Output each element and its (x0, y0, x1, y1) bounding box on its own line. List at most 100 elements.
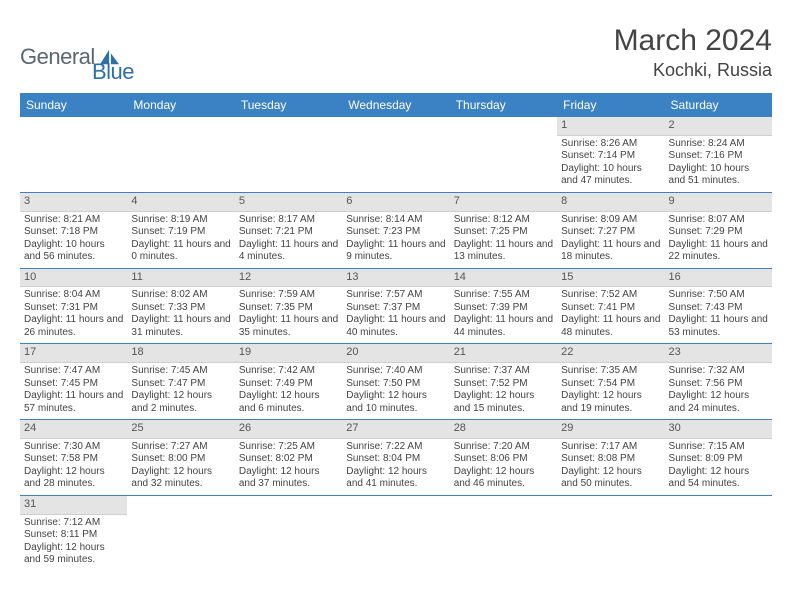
sunrise-line: Sunrise: 7:42 AM (239, 365, 338, 378)
sunset-line: Sunset: 7:58 PM (24, 453, 123, 466)
calendar-cell: 6Sunrise: 8:14 AMSunset: 7:23 PMDaylight… (342, 192, 449, 268)
sunset-line: Sunset: 7:52 PM (454, 378, 553, 391)
sunset-line: Sunset: 8:02 PM (239, 453, 338, 466)
day-number: 27 (342, 420, 449, 439)
daylight-line: Daylight: 12 hours and 2 minutes. (131, 390, 230, 415)
daylight-line: Daylight: 12 hours and 50 minutes. (561, 466, 660, 491)
daylight-line: Daylight: 11 hours and 0 minutes. (131, 239, 230, 264)
daylight-line: Daylight: 12 hours and 46 minutes. (454, 466, 553, 491)
sunrise-line: Sunrise: 7:55 AM (454, 289, 553, 302)
calendar-cell-empty (557, 495, 664, 570)
day-details: Sunrise: 8:21 AMSunset: 7:18 PMDaylight:… (20, 212, 127, 268)
calendar-cell: 15Sunrise: 7:52 AMSunset: 7:41 PMDayligh… (557, 268, 664, 344)
day-number: 4 (127, 193, 234, 212)
calendar-cell: 2Sunrise: 8:24 AMSunset: 7:16 PMDaylight… (665, 117, 772, 192)
day-details: Sunrise: 8:14 AMSunset: 7:23 PMDaylight:… (342, 212, 449, 268)
day-details: Sunrise: 8:04 AMSunset: 7:31 PMDaylight:… (20, 287, 127, 343)
daylight-line: Daylight: 12 hours and 54 minutes. (669, 466, 768, 491)
day-details: Sunrise: 7:22 AMSunset: 8:04 PMDaylight:… (342, 439, 449, 495)
daylight-line: Daylight: 12 hours and 59 minutes. (24, 542, 123, 567)
calendar-row: 24Sunrise: 7:30 AMSunset: 7:58 PMDayligh… (20, 420, 772, 496)
calendar-cell: 23Sunrise: 7:32 AMSunset: 7:56 PMDayligh… (665, 344, 772, 420)
sunrise-line: Sunrise: 7:52 AM (561, 289, 660, 302)
day-details: Sunrise: 7:42 AMSunset: 7:49 PMDaylight:… (235, 363, 342, 419)
sunrise-line: Sunrise: 8:17 AM (239, 214, 338, 227)
day-number: 3 (20, 193, 127, 212)
daylight-line: Daylight: 11 hours and 31 minutes. (131, 314, 230, 339)
sunrise-line: Sunrise: 7:12 AM (24, 517, 123, 530)
day-details: Sunrise: 8:02 AMSunset: 7:33 PMDaylight:… (127, 287, 234, 343)
sunrise-line: Sunrise: 7:22 AM (346, 441, 445, 454)
sunrise-line: Sunrise: 7:45 AM (131, 365, 230, 378)
calendar-cell: 17Sunrise: 7:47 AMSunset: 7:45 PMDayligh… (20, 344, 127, 420)
sunset-line: Sunset: 8:08 PM (561, 453, 660, 466)
sunset-line: Sunset: 7:23 PM (346, 226, 445, 239)
calendar-cell-empty (235, 117, 342, 192)
day-number: 24 (20, 420, 127, 439)
daylight-line: Daylight: 11 hours and 9 minutes. (346, 239, 445, 264)
daylight-line: Daylight: 11 hours and 4 minutes. (239, 239, 338, 264)
calendar-cell: 16Sunrise: 7:50 AMSunset: 7:43 PMDayligh… (665, 268, 772, 344)
calendar-cell: 28Sunrise: 7:20 AMSunset: 8:06 PMDayligh… (450, 420, 557, 496)
calendar-cell: 31 Sunrise: 7:12 AMSunset: 8:11 PMDayligh… (20, 495, 127, 570)
daylight-line: Daylight: 10 hours and 51 minutes. (669, 163, 768, 188)
sunrise-line: Sunrise: 7:40 AM (346, 365, 445, 378)
calendar-cell: 29Sunrise: 7:17 AMSunset: 8:08 PMDayligh… (557, 420, 664, 496)
sunset-line: Sunset: 7:25 PM (454, 226, 553, 239)
day-number: 25 (127, 420, 234, 439)
day-details: Sunrise: 7:45 AMSunset: 7:47 PMDaylight:… (127, 363, 234, 419)
calendar-cell: 20Sunrise: 7:40 AMSunset: 7:50 PMDayligh… (342, 344, 449, 420)
calendar-cell-empty (20, 117, 127, 192)
sunset-line: Sunset: 7:54 PM (561, 378, 660, 391)
calendar-cell-empty (450, 495, 557, 570)
sunrise-line: Sunrise: 7:15 AM (669, 441, 768, 454)
day-details: Sunrise: 7:27 AMSunset: 8:00 PMDaylight:… (127, 439, 234, 495)
weekday-header: Saturday (665, 93, 772, 117)
daylight-line: Daylight: 11 hours and 22 minutes. (669, 239, 768, 264)
daylight-line: Daylight: 12 hours and 6 minutes. (239, 390, 338, 415)
daylight-line: Daylight: 11 hours and 57 minutes. (24, 390, 123, 415)
calendar-row: 3Sunrise: 8:21 AMSunset: 7:18 PMDaylight… (20, 192, 772, 268)
daylight-line: Daylight: 10 hours and 47 minutes. (561, 163, 660, 188)
sunset-line: Sunset: 7:33 PM (131, 302, 230, 315)
sunset-line: Sunset: 8:09 PM (669, 453, 768, 466)
sunset-line: Sunset: 7:41 PM (561, 302, 660, 315)
day-number: 20 (342, 344, 449, 363)
sunrise-line: Sunrise: 7:57 AM (346, 289, 445, 302)
day-number: 17 (20, 344, 127, 363)
weekday-header: Thursday (450, 93, 557, 117)
calendar-cell: 19Sunrise: 7:42 AMSunset: 7:49 PMDayligh… (235, 344, 342, 420)
sunset-line: Sunset: 7:19 PM (131, 226, 230, 239)
daylight-line: Daylight: 11 hours and 13 minutes. (454, 239, 553, 264)
calendar-cell: 25Sunrise: 7:27 AMSunset: 8:00 PMDayligh… (127, 420, 234, 496)
calendar-cell: 4Sunrise: 8:19 AMSunset: 7:19 PMDaylight… (127, 192, 234, 268)
day-number: 15 (557, 269, 664, 288)
day-number: 31 (20, 496, 127, 515)
sunset-line: Sunset: 7:39 PM (454, 302, 553, 315)
day-number: 16 (665, 269, 772, 288)
sunset-line: Sunset: 8:11 PM (24, 529, 123, 542)
calendar-cell: 1Sunrise: 8:26 AMSunset: 7:14 PMDaylight… (557, 117, 664, 192)
weekday-header-row: SundayMondayTuesdayWednesdayThursdayFrid… (20, 93, 772, 117)
daylight-line: Daylight: 12 hours and 37 minutes. (239, 466, 338, 491)
sunrise-line: Sunrise: 8:14 AM (346, 214, 445, 227)
calendar-cell: 11Sunrise: 8:02 AMSunset: 7:33 PMDayligh… (127, 268, 234, 344)
sunset-line: Sunset: 7:43 PM (669, 302, 768, 315)
sunrise-line: Sunrise: 7:17 AM (561, 441, 660, 454)
calendar-cell: 30Sunrise: 7:15 AMSunset: 8:09 PMDayligh… (665, 420, 772, 496)
calendar-row: 1Sunrise: 8:26 AMSunset: 7:14 PMDaylight… (20, 117, 772, 192)
day-number: 2 (665, 117, 772, 136)
sunrise-line: Sunrise: 7:25 AM (239, 441, 338, 454)
sunrise-line: Sunrise: 7:32 AM (669, 365, 768, 378)
day-details: Sunrise: 7:15 AMSunset: 8:09 PMDaylight:… (665, 439, 772, 495)
day-details: Sunrise: 7:20 AMSunset: 8:06 PMDaylight:… (450, 439, 557, 495)
sunrise-line: Sunrise: 8:02 AM (131, 289, 230, 302)
sunset-line: Sunset: 7:18 PM (24, 226, 123, 239)
calendar-table: SundayMondayTuesdayWednesdayThursdayFrid… (20, 93, 772, 571)
calendar-cell: 5Sunrise: 8:17 AMSunset: 7:21 PMDaylight… (235, 192, 342, 268)
calendar-cell-empty (665, 495, 772, 570)
day-details: Sunrise: 7:59 AMSunset: 7:35 PMDaylight:… (235, 287, 342, 343)
day-details: Sunrise: 8:19 AMSunset: 7:19 PMDaylight:… (127, 212, 234, 268)
calendar-cell: 22Sunrise: 7:35 AMSunset: 7:54 PMDayligh… (557, 344, 664, 420)
day-number: 11 (127, 269, 234, 288)
